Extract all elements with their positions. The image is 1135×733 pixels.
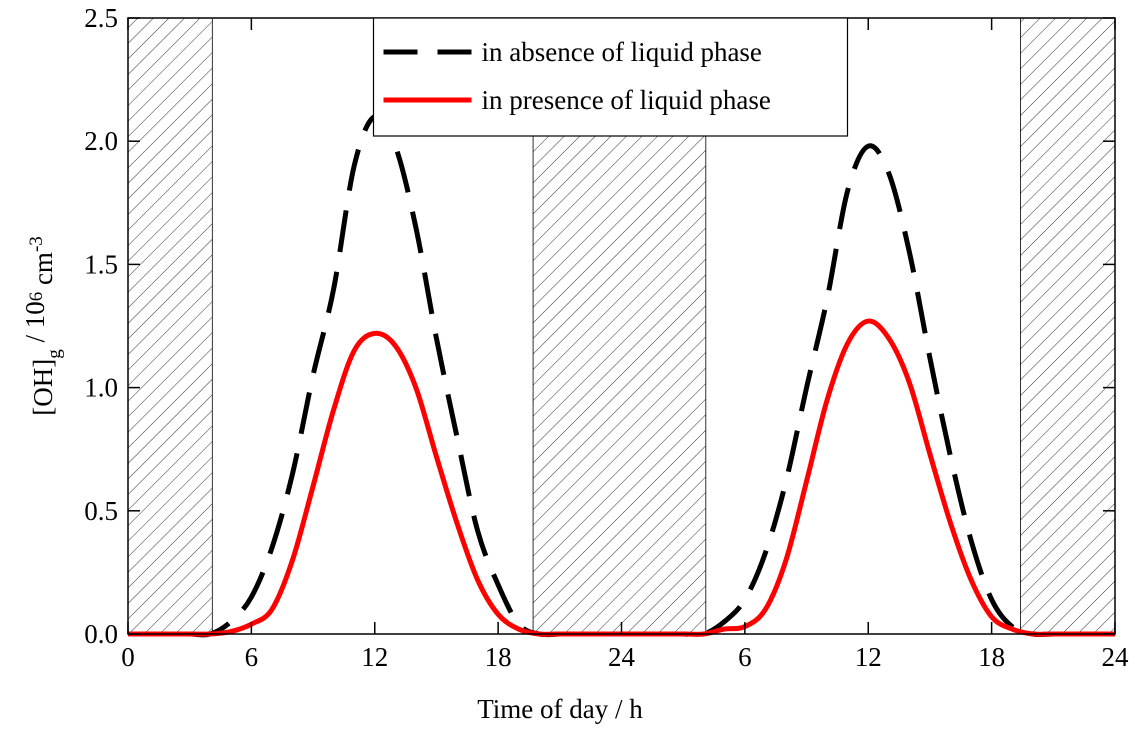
night-region xyxy=(127,17,213,635)
x-tick-label: 12 xyxy=(361,642,388,672)
legend-label: in absence of liquid phase xyxy=(482,37,762,67)
x-tick-label: 6 xyxy=(738,642,752,672)
y-axis-label-part: / 10 xyxy=(20,301,50,349)
night-region xyxy=(1020,17,1116,635)
x-tick-label: 24 xyxy=(608,642,636,672)
y-tick-label: 0.0 xyxy=(84,619,118,649)
legend: in absence of liquid phase in presence of… xyxy=(372,17,849,137)
y-tick-label: 0.5 xyxy=(84,496,118,526)
legend-box xyxy=(372,17,849,137)
y-axis-label-part: cm xyxy=(28,252,58,292)
x-tick-label: 0 xyxy=(121,642,135,672)
y-tick-label: 1.0 xyxy=(84,373,118,403)
y-tick-label: 2.5 xyxy=(84,3,118,33)
y-axis-label-part: [OH] xyxy=(28,359,58,416)
y-axis-label: [OH]g / 106 cm-3 xyxy=(20,236,65,416)
x-tick-label: 18 xyxy=(978,642,1005,672)
legend-label: in presence of liquid phase xyxy=(482,85,771,115)
y-axis-label-part: -3 xyxy=(26,236,47,252)
x-axis-label: Time of day / h xyxy=(477,694,643,724)
x-tick-label: 24 xyxy=(1102,642,1130,672)
x-tick-label: 12 xyxy=(855,642,882,672)
y-axis-label-part: g xyxy=(44,349,65,359)
x-tick-label: 6 xyxy=(245,642,259,672)
x-tick-label: 18 xyxy=(485,642,512,672)
y-axis-label-part: 6 xyxy=(26,292,47,302)
y-tick-label: 2.0 xyxy=(84,126,118,156)
y-tick-label: 1.5 xyxy=(84,249,118,279)
